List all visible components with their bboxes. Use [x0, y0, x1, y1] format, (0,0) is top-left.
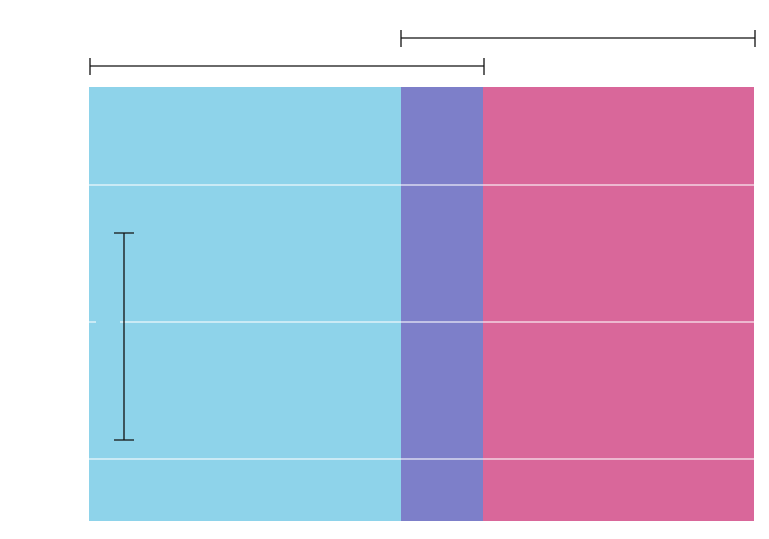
seismic-trace-panel — [401, 87, 483, 521]
forward-modeling-bracket — [89, 58, 485, 75]
forward-modeling-panel — [89, 87, 401, 521]
reservoir-bracket — [114, 232, 134, 441]
inversion-panel — [483, 87, 754, 521]
inversion-bracket — [400, 30, 756, 47]
reservoir-label-bg — [96, 290, 120, 380]
